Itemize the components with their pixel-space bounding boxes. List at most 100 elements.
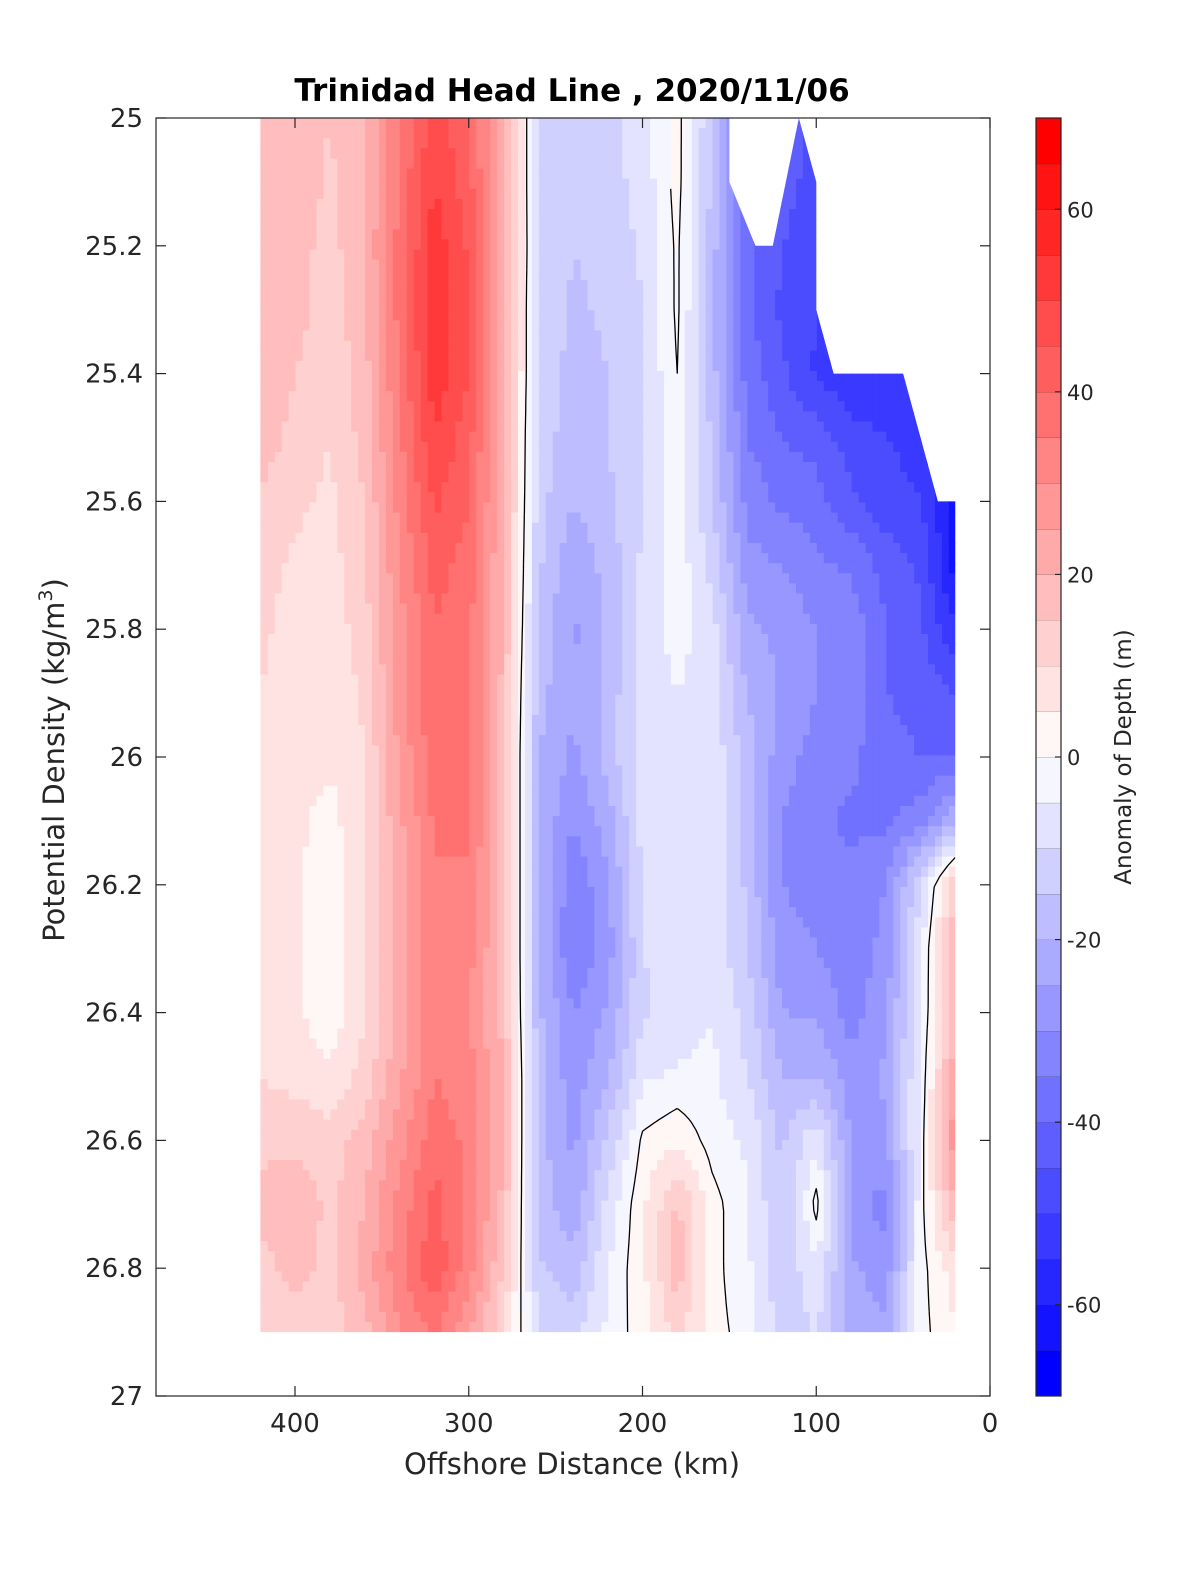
- heatmap-cell: [545, 259, 553, 271]
- heatmap-cell: [434, 502, 442, 514]
- heatmap-cell: [301, 249, 310, 261]
- heatmap-cell: [698, 148, 706, 160]
- heatmap-cell: [413, 522, 421, 534]
- heatmap-cell: [718, 148, 727, 160]
- heatmap-cell: [670, 320, 678, 332]
- heatmap-cell: [260, 553, 268, 564]
- heatmap-cell: [329, 391, 338, 402]
- heatmap-cell: [385, 168, 393, 180]
- heatmap-cell: [830, 603, 838, 615]
- heatmap-cell: [329, 613, 338, 625]
- heatmap-cell: [357, 603, 366, 615]
- heatmap-cell: [343, 603, 352, 615]
- heatmap-cell: [468, 360, 477, 372]
- heatmap-cell: [698, 128, 706, 139]
- heatmap-cell: [573, 370, 581, 382]
- heatmap-cell: [767, 300, 776, 311]
- heatmap-cell: [385, 431, 393, 443]
- heatmap-cell: [545, 563, 553, 574]
- heatmap-cell: [621, 461, 630, 473]
- heatmap-cell: [420, 219, 428, 230]
- heatmap-cell: [378, 239, 386, 251]
- heatmap-cell: [934, 613, 942, 625]
- heatmap-cell: [295, 330, 303, 342]
- heatmap-cell: [295, 593, 303, 605]
- heatmap-cell: [496, 188, 505, 200]
- heatmap-cell: [600, 249, 609, 261]
- heatmap-cell: [642, 411, 651, 423]
- heatmap-cell: [545, 431, 553, 443]
- heatmap-cell: [434, 381, 442, 392]
- heatmap-cell: [684, 168, 692, 180]
- heatmap-cell: [802, 158, 810, 170]
- heatmap-cell: [392, 360, 400, 372]
- heatmap-cell: [684, 482, 692, 493]
- heatmap-cell: [350, 259, 359, 271]
- heatmap-cell: [489, 138, 498, 149]
- heatmap-cell: [753, 340, 762, 352]
- heatmap-cell: [545, 593, 553, 605]
- heatmap-cell: [614, 289, 623, 301]
- heatmap-cell: [746, 613, 755, 625]
- heatmap-cell: [267, 229, 275, 241]
- heatmap-cell: [851, 441, 859, 453]
- heatmap-cell: [301, 168, 310, 180]
- heatmap-cell: [371, 593, 379, 605]
- heatmap-cell: [781, 310, 790, 321]
- heatmap-cell: [260, 512, 268, 524]
- heatmap-cell: [440, 421, 449, 433]
- heatmap-cell: [649, 279, 657, 291]
- heatmap-cell: [288, 370, 296, 382]
- heatmap-cell: [579, 522, 588, 534]
- heatmap-cell: [802, 239, 810, 251]
- heatmap-cell: [517, 320, 525, 332]
- heatmap-cell: [343, 269, 352, 281]
- heatmap-cell: [795, 532, 803, 544]
- heatmap-cell: [524, 492, 532, 504]
- heatmap-cell: [684, 269, 692, 281]
- heatmap-cell: [301, 563, 310, 574]
- heatmap-cell: [552, 340, 560, 352]
- heatmap-cell: [315, 421, 324, 433]
- heatmap-cell: [350, 401, 359, 413]
- heatmap-cell: [517, 340, 525, 352]
- heatmap-cell: [698, 391, 706, 402]
- heatmap-cell: [788, 198, 796, 210]
- heatmap-cell: [781, 563, 790, 574]
- heatmap-cell: [357, 492, 366, 504]
- heatmap-cell: [454, 593, 463, 605]
- heatmap-cell: [927, 512, 935, 524]
- heatmap-cell: [385, 158, 393, 170]
- heatmap-cell: [274, 168, 282, 180]
- heatmap-cell: [461, 340, 470, 352]
- heatmap-cell: [440, 370, 449, 382]
- heatmap-cell: [468, 451, 477, 463]
- heatmap-cell: [718, 320, 727, 332]
- heatmap-cell: [878, 451, 887, 463]
- heatmap-cell: [468, 178, 477, 190]
- heatmap-cell: [308, 381, 317, 392]
- heatmap-cell: [691, 411, 699, 423]
- heatmap-cell: [538, 168, 546, 180]
- heatmap-cell: [378, 229, 386, 241]
- heatmap-cell: [301, 603, 310, 615]
- heatmap-cell: [628, 421, 637, 433]
- heatmap-cell: [705, 532, 713, 544]
- heatmap-cell: [260, 593, 268, 605]
- heatmap-cell: [774, 522, 783, 534]
- heatmap-cell: [301, 259, 310, 271]
- heatmap-cell: [301, 613, 310, 625]
- heatmap-cell: [489, 563, 498, 574]
- heatmap-cell: [364, 502, 373, 514]
- heatmap-cell: [753, 300, 762, 311]
- heatmap-cell: [454, 350, 463, 362]
- heatmap-cell: [579, 239, 588, 251]
- heatmap-cell: [906, 451, 915, 463]
- heatmap-cell: [385, 360, 393, 372]
- heatmap-cell: [406, 522, 414, 534]
- heatmap-cell: [781, 451, 790, 463]
- heatmap-cell: [781, 219, 790, 230]
- heatmap-cell: [281, 118, 289, 129]
- heatmap-cell: [614, 401, 623, 413]
- heatmap-cell: [399, 289, 407, 301]
